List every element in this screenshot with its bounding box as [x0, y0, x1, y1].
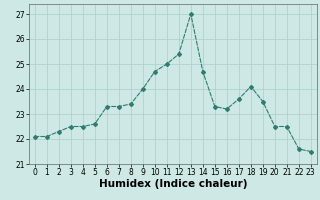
X-axis label: Humidex (Indice chaleur): Humidex (Indice chaleur): [99, 179, 247, 189]
